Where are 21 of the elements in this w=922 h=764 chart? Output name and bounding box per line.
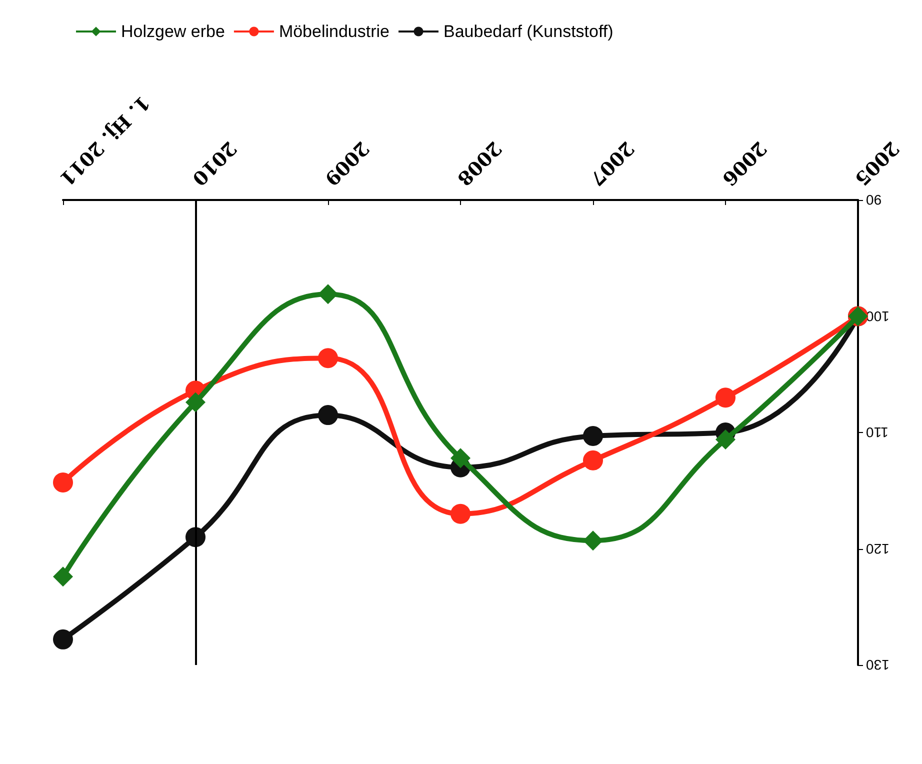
- point: [53, 472, 73, 492]
- point: [450, 504, 470, 524]
- point: [53, 629, 73, 650]
- point: [53, 566, 73, 587]
- y-tick-label: 110: [866, 424, 888, 440]
- y-tick-label: 120: [866, 540, 890, 557]
- legend-label: Holzgew erbe: [121, 22, 225, 41]
- y-tick-label: 90: [866, 192, 882, 208]
- legend-label: Baubedarf (Kunststoff): [444, 22, 614, 41]
- y-tick-label: 130: [866, 657, 890, 673]
- point: [716, 429, 736, 450]
- point: [318, 405, 338, 426]
- point: [186, 392, 206, 412]
- legend-label: Möbelindustrie: [278, 22, 390, 41]
- point: [318, 284, 338, 304]
- point: [716, 388, 736, 408]
- point: [583, 450, 603, 470]
- point: [583, 426, 603, 446]
- point: [583, 530, 603, 551]
- point: [318, 348, 338, 368]
- point: [450, 448, 470, 468]
